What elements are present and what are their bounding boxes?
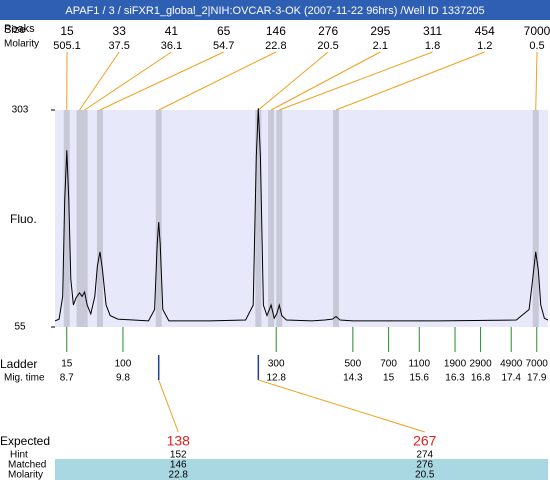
match-connector — [158, 379, 179, 433]
peak-size: 65 — [217, 24, 231, 38]
matched-value: 276 — [416, 460, 433, 471]
peak-band — [63, 110, 70, 327]
peak-connector — [79, 51, 120, 111]
peak-band — [276, 110, 283, 327]
peak-connector — [99, 51, 224, 111]
ladder-size: 1100 — [409, 359, 431, 370]
trace — [54, 108, 549, 322]
peak-connector — [258, 51, 329, 111]
ladder-time: 17.4 — [501, 373, 521, 384]
ladder-size: 500 — [344, 359, 361, 370]
ladder-size: 300 — [268, 359, 285, 370]
expected-label: Expected — [0, 434, 50, 448]
peaks-label: Peaks — [4, 23, 35, 35]
ladder-size: 7000 — [526, 359, 549, 370]
size-label: Size — [4, 24, 25, 36]
peak-band — [255, 110, 262, 327]
peak-molarity: 36.1 — [161, 40, 182, 52]
expected-value: 138 — [167, 433, 191, 449]
chart-title: APAF1 / 3 / siFXR1_global_2|NIH:OVCAR-3-… — [65, 5, 484, 17]
title-bar — [0, 0, 550, 20]
peak-molarity: 20.5 — [317, 40, 338, 52]
ladder-time: 15.6 — [410, 373, 430, 384]
hint-value: 152 — [170, 450, 187, 461]
y-tick-label: 303 — [12, 105, 29, 116]
peak-band — [532, 110, 539, 327]
peak-connector — [279, 51, 433, 111]
ladder-size: 700 — [380, 359, 397, 370]
ladder-size: 2900 — [469, 359, 492, 370]
peak-size: 15 — [60, 24, 74, 38]
matched-row-bg — [55, 459, 548, 480]
peak-molarity: 505.1 — [53, 40, 81, 52]
ladder-time: 14.3 — [343, 373, 363, 384]
ladder-time: 16.8 — [471, 373, 491, 384]
expected-molarity: 20.5 — [415, 470, 435, 480]
peak-connector — [535, 51, 538, 111]
hint-label: Hint — [10, 450, 28, 461]
ladder-size: 100 — [115, 359, 132, 370]
ladder-time: 16.3 — [445, 373, 465, 384]
peak-size: 7000 — [524, 24, 550, 38]
molarity-label: Molarity — [4, 39, 39, 50]
peak-band — [268, 110, 275, 327]
peak-connector — [158, 51, 277, 111]
peak-molarity: 1.8 — [425, 40, 440, 52]
ladder-time: 15 — [383, 373, 395, 384]
peak-molarity: 2.1 — [373, 40, 388, 52]
peak-connector — [84, 51, 172, 111]
peak-band — [81, 110, 88, 327]
plot-background — [55, 110, 548, 327]
peak-connector — [270, 51, 381, 111]
peak-size: 276 — [318, 24, 338, 38]
y-axis-label: Fluo. — [10, 212, 37, 226]
peak-size: 41 — [165, 24, 179, 38]
ladder-label: Ladder — [0, 357, 37, 371]
ladder-size: 1900 — [444, 359, 467, 370]
peak-size: 33 — [113, 24, 127, 38]
matched-value: 146 — [170, 460, 187, 471]
peak-band — [155, 110, 162, 327]
peak-size: 146 — [266, 24, 286, 38]
ladder-time: 9.8 — [116, 373, 130, 384]
ladder-size: 15 — [61, 359, 73, 370]
peak-size: 454 — [475, 24, 495, 38]
ladder-time: 12.8 — [266, 373, 286, 384]
peak-molarity: 0.5 — [529, 40, 544, 52]
expected-molarity: 22.8 — [169, 470, 189, 480]
peak-band — [96, 110, 103, 327]
ladder-time: 17.9 — [527, 373, 547, 384]
peak-molarity: 22.8 — [265, 40, 286, 52]
peak-size: 311 — [423, 24, 442, 38]
y-tick-label: 55 — [14, 322, 26, 333]
mig-time-label: Mig. time — [4, 373, 45, 384]
peak-molarity: 37.5 — [109, 40, 130, 52]
hint-value: 274 — [416, 450, 433, 461]
peak-band — [76, 110, 83, 327]
peak-band — [332, 110, 339, 327]
peak-connector — [335, 51, 485, 111]
ladder-size: 4900 — [500, 359, 523, 370]
expected-molarity-label: Molarity — [8, 470, 43, 480]
expected-value: 267 — [413, 433, 437, 449]
match-connector — [258, 379, 425, 433]
ladder-time: 8.7 — [60, 373, 74, 384]
peak-size: 295 — [370, 24, 390, 38]
peak-molarity: 54.7 — [213, 40, 234, 52]
peak-molarity: 1.2 — [477, 40, 492, 52]
matched-label: Matched — [8, 460, 46, 471]
